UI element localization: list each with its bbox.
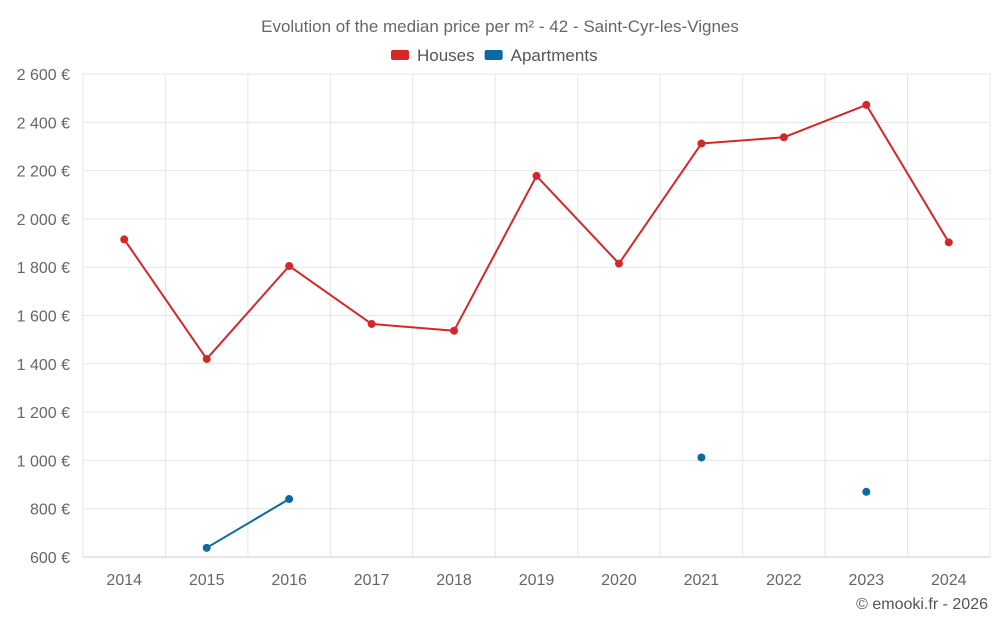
legend-swatch-houses xyxy=(391,50,409,60)
y-tick-label: 1 800 € xyxy=(17,260,70,277)
legend-label-houses: Houses xyxy=(417,46,475,65)
series-apartments[interactable] xyxy=(202,453,871,552)
apartments-point-2021[interactable] xyxy=(697,453,706,462)
x-tick-label: 2018 xyxy=(436,572,472,589)
y-axis: 600 € 800 € 1 000 € 1 200 € 1 400 € 1 600 € 1 … xyxy=(17,67,70,567)
x-tick-label: 2021 xyxy=(684,572,720,589)
x-axis: 2014 2015 2016 2017 2018 2019 2020 2021 2022 2023… xyxy=(106,572,966,589)
legend-item-houses[interactable]: Houses xyxy=(391,46,475,65)
y-tick-label: 800 € xyxy=(30,502,70,519)
apartments-line-segment xyxy=(206,498,290,549)
houses-point-2021[interactable] xyxy=(697,139,706,148)
y-tick-label: 2 000 € xyxy=(17,212,70,229)
houses-point-2020[interactable] xyxy=(614,259,623,268)
houses-point-2014[interactable] xyxy=(120,235,129,244)
series-houses[interactable] xyxy=(120,100,953,363)
houses-point-2017[interactable] xyxy=(367,319,376,328)
legend-label-apartments: Apartments xyxy=(511,46,598,65)
houses-point-2022[interactable] xyxy=(779,133,788,142)
houses-point-2019[interactable] xyxy=(532,171,541,180)
legend[interactable]: Houses Apartments xyxy=(391,46,598,65)
houses-point-2015[interactable] xyxy=(202,354,211,363)
x-tick-label: 2020 xyxy=(601,572,637,589)
y-tick-label: 1 000 € xyxy=(17,453,70,470)
houses-point-2016[interactable] xyxy=(285,261,294,270)
y-tick-label: 2 200 € xyxy=(17,164,70,181)
apartments-point-2015[interactable] xyxy=(202,543,211,552)
chart-title: Evolution of the median price per m² - 4… xyxy=(261,17,739,36)
y-tick-label: 2 400 € xyxy=(17,115,70,132)
houses-point-2018[interactable] xyxy=(450,326,459,335)
x-tick-label: 2016 xyxy=(271,572,307,589)
x-tick-label: 2022 xyxy=(766,572,802,589)
legend-item-apartments[interactable]: Apartments xyxy=(484,46,598,65)
y-tick-label: 600 € xyxy=(30,550,70,567)
x-tick-label: 2017 xyxy=(354,572,390,589)
apartments-point-2023[interactable] xyxy=(862,487,871,496)
apartments-point-2016[interactable] xyxy=(285,495,294,504)
y-tick-label: 2 600 € xyxy=(17,67,70,84)
grid xyxy=(82,73,991,558)
x-tick-label: 2019 xyxy=(519,572,555,589)
y-tick-label: 1 400 € xyxy=(17,357,70,374)
houses-point-2023[interactable] xyxy=(862,100,871,109)
series-layer xyxy=(120,100,953,552)
x-tick-label: 2014 xyxy=(106,572,142,589)
x-tick-label: 2023 xyxy=(849,572,885,589)
x-tick-label: 2015 xyxy=(189,572,225,589)
credit-text: © emooki.fr - 2026 xyxy=(856,596,988,613)
y-tick-label: 1 200 € xyxy=(17,405,70,422)
legend-swatch-apartments xyxy=(484,50,503,60)
x-tick-label: 2024 xyxy=(931,572,967,589)
houses-point-2024[interactable] xyxy=(944,238,953,247)
y-tick-label: 1 600 € xyxy=(17,309,70,326)
